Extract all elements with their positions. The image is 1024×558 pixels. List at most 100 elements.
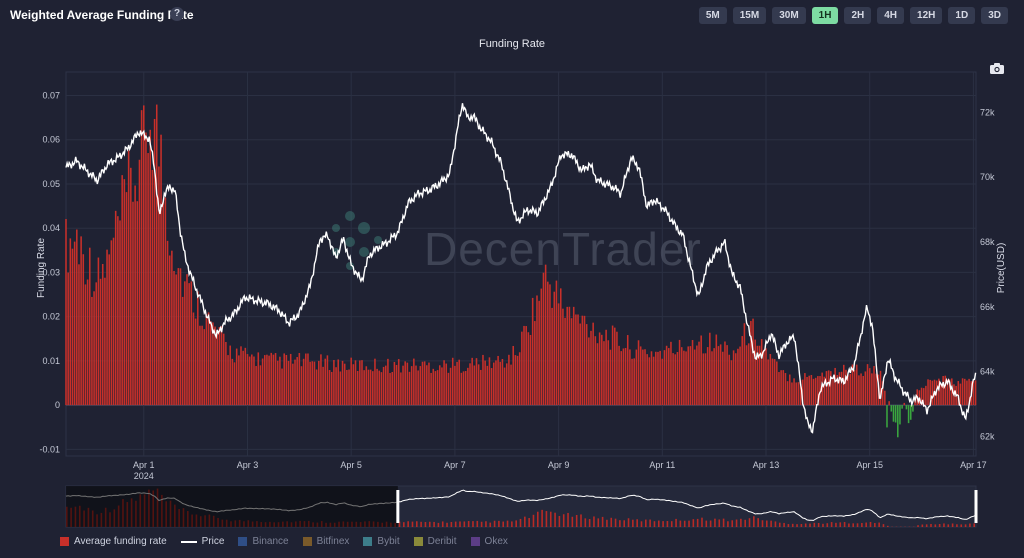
- navigator-bar: [934, 524, 937, 527]
- funding-bar: [397, 359, 400, 406]
- funding-bar: [136, 201, 139, 406]
- funding-bar: [855, 364, 858, 406]
- navigator-bar: [938, 524, 941, 527]
- navigator-bar: [152, 490, 155, 527]
- funding-bar: [698, 341, 700, 406]
- legend-item-price[interactable]: Price: [180, 536, 224, 547]
- funding-bar: [773, 359, 776, 406]
- navigator-bar: [299, 520, 301, 527]
- funding-bar: [873, 366, 875, 406]
- help-icon[interactable]: ?: [170, 7, 184, 21]
- funding-bar: [443, 360, 445, 406]
- legend-item-deribit[interactable]: Deribit: [413, 536, 457, 547]
- navigator-bar: [424, 522, 427, 527]
- navigator-handle-left[interactable]: [396, 490, 400, 523]
- timeframe-button-3d[interactable]: 3D: [981, 7, 1008, 24]
- funding-bar: [637, 340, 640, 406]
- legend-item-binance[interactable]: Binance: [238, 536, 289, 547]
- timeframe-button-15m[interactable]: 15M: [732, 7, 767, 24]
- navigator-bar: [869, 521, 872, 527]
- funding-bar: [544, 264, 547, 406]
- funding-bar: [670, 341, 672, 406]
- funding-bar: [145, 132, 147, 406]
- navigator-bar: [761, 520, 764, 527]
- legend-item-average-funding-rate[interactable]: Average funding rate: [60, 536, 167, 547]
- funding-bar: [445, 363, 448, 406]
- timeframe-button-5m[interactable]: 5M: [698, 7, 727, 24]
- navigator-bar: [973, 523, 976, 527]
- camera-icon[interactable]: [990, 63, 1004, 74]
- legend-item-okex[interactable]: Okex: [470, 536, 508, 547]
- funding-bar: [795, 382, 798, 406]
- funding-bar: [477, 364, 480, 406]
- funding-bar: [719, 344, 722, 406]
- funding-bar: [266, 354, 268, 406]
- funding-bar: [696, 345, 698, 406]
- funding-bar: [866, 364, 869, 406]
- navigator-bar: [290, 522, 293, 527]
- funding-bar: [536, 295, 538, 406]
- navigator-handle-right[interactable]: [974, 490, 978, 523]
- legend-item-bitfinex[interactable]: Bitfinex: [302, 536, 349, 547]
- timeframe-button-1h[interactable]: 1H: [811, 7, 839, 24]
- navigator-bar: [351, 521, 353, 527]
- funding-bar: [940, 383, 942, 406]
- funding-bar: [186, 274, 188, 406]
- funding-bar: [279, 356, 281, 406]
- navigator-bar: [385, 521, 388, 527]
- navigator-bar: [143, 494, 146, 527]
- funding-bar: [218, 326, 221, 406]
- funding-bar: [101, 263, 104, 406]
- funding-bar: [88, 247, 91, 406]
- navigator-bar: [640, 521, 643, 527]
- funding-bar: [650, 351, 653, 406]
- funding-bar: [938, 378, 940, 406]
- funding-bar: [503, 367, 506, 406]
- funding-bar: [676, 351, 679, 406]
- funding-bar: [495, 360, 497, 406]
- funding-bar: [106, 249, 108, 406]
- timeframe-button-2h[interactable]: 2H: [844, 7, 872, 24]
- timeframe-button-12h[interactable]: 12H: [910, 7, 943, 24]
- funding-bar: [884, 390, 886, 406]
- navigator-bar: [247, 520, 250, 527]
- navigator-bar: [571, 516, 574, 527]
- funding-rate-chart[interactable]: -0.01 0 0.01 0.02 0.03 0.04 0.05 0.06 0.07 62k 64k…: [0, 0, 1024, 480]
- funding-bar: [389, 373, 391, 406]
- navigator-bar: [437, 522, 440, 527]
- funding-bar: [86, 279, 89, 406]
- funding-bar: [847, 375, 849, 406]
- navigator-bar: [277, 522, 280, 527]
- funding-bar: [797, 382, 800, 406]
- navigator-bar: [113, 509, 116, 527]
- funding-bar: [404, 361, 406, 406]
- navigator-bar: [774, 521, 777, 527]
- funding-bar: [722, 351, 724, 406]
- funding-bar: [557, 303, 560, 406]
- navigator-bar: [234, 520, 237, 527]
- funding-bar: [235, 348, 238, 406]
- funding-bar: [905, 405, 908, 410]
- navigator-bar: [848, 523, 850, 527]
- timeframe-button-4h[interactable]: 4H: [877, 7, 905, 24]
- funding-bar: [529, 334, 532, 406]
- timeframe-button-30m[interactable]: 30M: [772, 7, 806, 24]
- navigator-bar: [675, 518, 677, 527]
- funding-bar: [341, 360, 344, 406]
- funding-bar: [434, 371, 437, 406]
- funding-bar: [214, 326, 216, 406]
- funding-bar: [572, 306, 575, 406]
- funding-bar: [559, 288, 562, 406]
- navigator-bar: [865, 522, 867, 527]
- funding-bar: [324, 358, 327, 406]
- y-tick-label: 0.05: [42, 179, 60, 189]
- funding-bar: [657, 351, 659, 406]
- funding-bar: [130, 167, 132, 406]
- funding-bar: [335, 367, 337, 406]
- y-tick-label: 0.01: [42, 356, 60, 366]
- funding-bar: [804, 373, 806, 406]
- funding-bar: [864, 371, 867, 406]
- timeframe-button-1d[interactable]: 1D: [948, 7, 976, 24]
- legend-item-bybit[interactable]: Bybit: [363, 536, 400, 547]
- funding-bar: [363, 370, 365, 406]
